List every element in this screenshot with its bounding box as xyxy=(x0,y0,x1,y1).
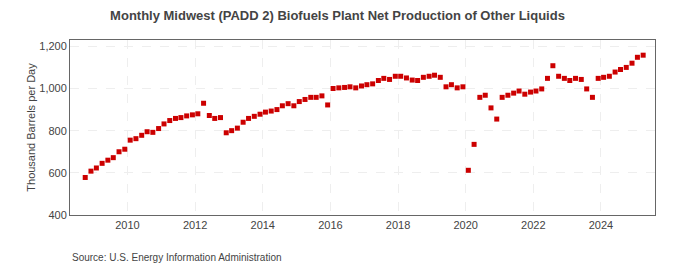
svg-text:Thousand Barrels per Day: Thousand Barrels per Day xyxy=(25,63,37,192)
svg-text:400: 400 xyxy=(48,209,66,221)
svg-text:2012: 2012 xyxy=(183,219,207,231)
svg-text:600: 600 xyxy=(48,167,66,179)
svg-text:Monthly Midwest (PADD 2) Biofu: Monthly Midwest (PADD 2) Biofuels Plant … xyxy=(110,8,565,23)
svg-text:2020: 2020 xyxy=(453,219,477,231)
svg-text:2014: 2014 xyxy=(251,219,275,231)
svg-text:1,200: 1,200 xyxy=(39,40,67,52)
svg-text:2010: 2010 xyxy=(115,219,139,231)
svg-text:2024: 2024 xyxy=(589,219,613,231)
svg-text:2016: 2016 xyxy=(318,219,342,231)
svg-text:800: 800 xyxy=(48,125,66,137)
svg-text:2022: 2022 xyxy=(521,219,545,231)
svg-text:Source: U.S. Energy Informatio: Source: U.S. Energy Information Administ… xyxy=(72,252,282,263)
svg-text:2018: 2018 xyxy=(386,219,410,231)
svg-text:1,000: 1,000 xyxy=(39,82,67,94)
